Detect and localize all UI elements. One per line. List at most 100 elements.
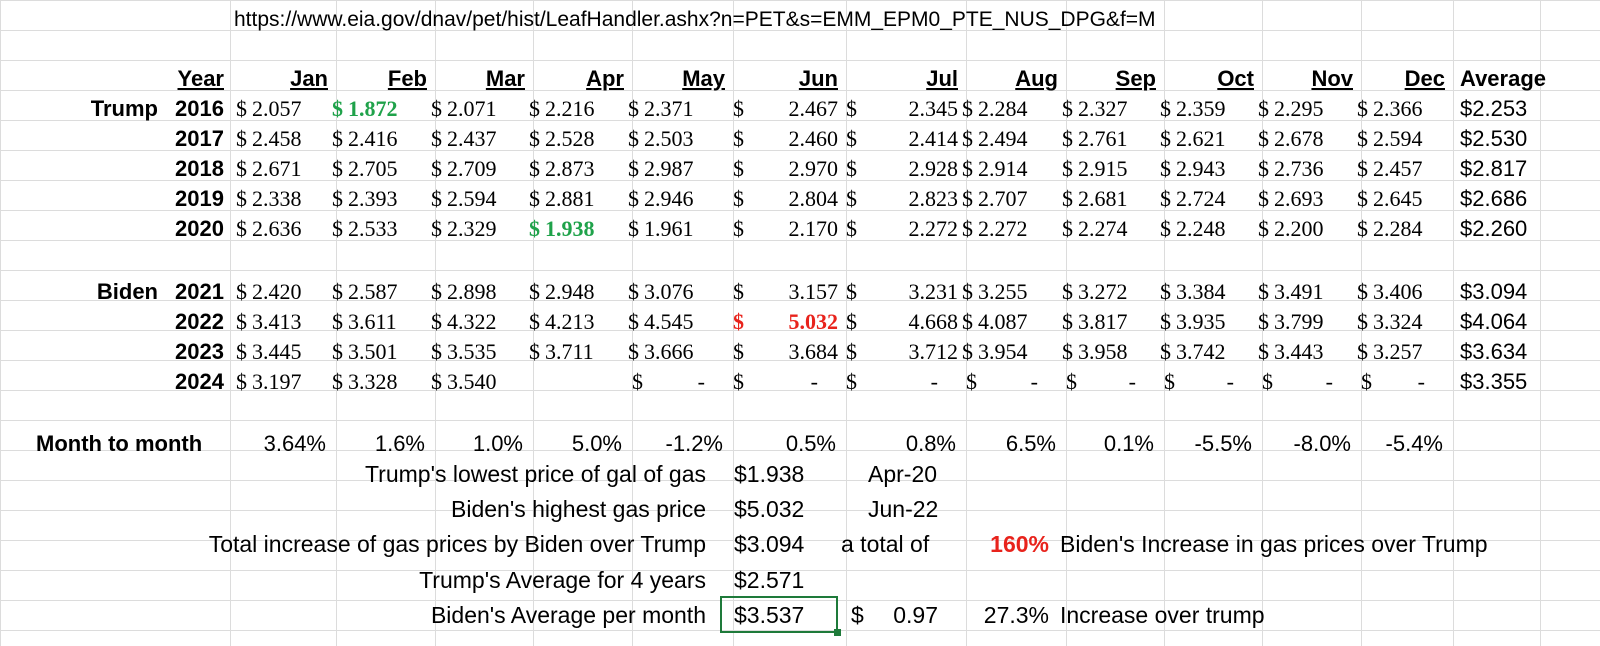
- price-cell[interactable]: [533, 367, 632, 397]
- price-cell[interactable]: $2.970: [733, 154, 846, 184]
- trump-average-value[interactable]: $2.571: [734, 567, 805, 593]
- average-header[interactable]: Average: [1460, 66, 1547, 91]
- year-cell[interactable]: 2023: [175, 339, 224, 364]
- price-cell[interactable]: $2.416: [332, 124, 435, 154]
- price-cell[interactable]: $2.804: [733, 184, 846, 214]
- price-cell[interactable]: $2.200: [1258, 214, 1361, 244]
- price-cell[interactable]: $2.873: [529, 154, 632, 184]
- price-cell[interactable]: $2.420: [236, 277, 336, 307]
- price-cell[interactable]: $2.327: [1062, 94, 1164, 124]
- difference-value[interactable]: 0.97: [893, 602, 938, 628]
- price-cell[interactable]: $2.671: [236, 154, 336, 184]
- price-cell[interactable]: $3.076: [628, 277, 733, 307]
- price-cell[interactable]: $2.707: [962, 184, 1066, 214]
- biden-average-label[interactable]: Biden's Average per month: [430, 602, 706, 628]
- year-cell[interactable]: 2021: [175, 279, 224, 304]
- price-cell[interactable]: $2.915: [1062, 154, 1164, 184]
- price-cell[interactable]: $2.414: [846, 124, 966, 154]
- total-increase-percent-label[interactable]: Biden's Increase in gas prices over Trum…: [1060, 531, 1488, 557]
- price-cell[interactable]: $2.594: [1357, 124, 1453, 154]
- price-cell[interactable]: $2.460: [733, 124, 846, 154]
- price-cell[interactable]: $1.961: [628, 214, 733, 244]
- difference-currency-symbol[interactable]: $: [851, 602, 864, 628]
- price-cell[interactable]: $2.345: [846, 94, 966, 124]
- price-cell[interactable]: $2.528: [529, 124, 632, 154]
- average-cell[interactable]: $2.260: [1460, 216, 1528, 241]
- price-cell[interactable]: $2.458: [236, 124, 336, 154]
- price-cell[interactable]: $2.693: [1258, 184, 1361, 214]
- month-header-jul[interactable]: Jul: [926, 66, 958, 91]
- price-cell[interactable]: $3.255: [962, 277, 1066, 307]
- price-cell[interactable]: $ -: [1361, 367, 1453, 397]
- price-cell[interactable]: $ -: [733, 367, 846, 397]
- price-cell[interactable]: $2.636: [236, 214, 336, 244]
- year-cell[interactable]: 2020: [175, 216, 224, 241]
- price-cell[interactable]: $3.157: [733, 277, 846, 307]
- price-cell[interactable]: $ -: [632, 367, 733, 397]
- biden-highest-value[interactable]: $5.032: [734, 496, 805, 522]
- price-cell[interactable]: $2.943: [1160, 154, 1262, 184]
- price-cell[interactable]: $2.295: [1258, 94, 1361, 124]
- price-cell[interactable]: $2.987: [628, 154, 733, 184]
- average-cell[interactable]: $3.634: [1460, 339, 1528, 364]
- price-cell[interactable]: $3.540: [431, 367, 533, 397]
- price-cell[interactable]: $2.503: [628, 124, 733, 154]
- average-cell[interactable]: $3.355: [1460, 369, 1528, 394]
- average-cell[interactable]: $2.530: [1460, 126, 1528, 151]
- month-to-month-value[interactable]: 0.1%: [1103, 431, 1154, 456]
- price-cell[interactable]: $3.666: [628, 337, 733, 367]
- source-url[interactable]: https://www.eia.gov/dnav/pet/hist/LeafHa…: [234, 8, 1156, 31]
- price-cell[interactable]: $2.057: [236, 94, 336, 124]
- trump-lowest-label[interactable]: Trump's lowest price of gal of gas: [364, 461, 706, 487]
- month-header-mar[interactable]: Mar: [485, 66, 525, 91]
- biden-highest-date[interactable]: Jun-22: [868, 496, 939, 522]
- price-cell[interactable]: $4.545: [628, 307, 733, 337]
- price-cell[interactable]: $3.954: [962, 337, 1066, 367]
- price-cell[interactable]: $2.914: [962, 154, 1066, 184]
- price-cell[interactable]: $3.611: [332, 307, 435, 337]
- price-cell[interactable]: $2.284: [962, 94, 1066, 124]
- price-cell[interactable]: $1.872: [332, 94, 435, 124]
- month-to-month-value[interactable]: 5.0%: [571, 431, 622, 456]
- price-cell[interactable]: $2.681: [1062, 184, 1164, 214]
- price-cell[interactable]: $3.413: [236, 307, 336, 337]
- month-header-nov[interactable]: Nov: [1311, 66, 1353, 91]
- price-cell[interactable]: $2.216: [529, 94, 632, 124]
- month-header-feb[interactable]: Feb: [387, 66, 427, 91]
- difference-percent[interactable]: 27.3%: [983, 602, 1049, 628]
- price-cell[interactable]: $2.371: [628, 94, 733, 124]
- price-cell[interactable]: $2.071: [431, 94, 533, 124]
- price-cell[interactable]: $3.272: [1062, 277, 1164, 307]
- price-cell[interactable]: $2.881: [529, 184, 632, 214]
- trump-average-label[interactable]: Trump's Average for 4 years: [419, 567, 706, 593]
- price-cell[interactable]: $2.284: [1357, 214, 1453, 244]
- price-cell[interactable]: $2.338: [236, 184, 336, 214]
- price-cell[interactable]: $ -: [1066, 367, 1164, 397]
- price-cell[interactable]: $2.678: [1258, 124, 1361, 154]
- price-cell[interactable]: $2.437: [431, 124, 533, 154]
- price-cell[interactable]: $3.328: [332, 367, 435, 397]
- price-cell[interactable]: $3.501: [332, 337, 435, 367]
- difference-label[interactable]: Increase over trump: [1060, 602, 1265, 628]
- price-cell[interactable]: $2.467: [733, 94, 846, 124]
- price-cell[interactable]: $2.898: [431, 277, 533, 307]
- price-cell[interactable]: $3.799: [1258, 307, 1361, 337]
- price-cell[interactable]: $2.948: [529, 277, 632, 307]
- price-cell[interactable]: $ -: [1262, 367, 1361, 397]
- price-cell[interactable]: $3.384: [1160, 277, 1262, 307]
- average-cell[interactable]: $3.094: [1460, 279, 1528, 304]
- month-header-sep[interactable]: Sep: [1115, 66, 1156, 91]
- year-cell[interactable]: 2017: [175, 126, 224, 151]
- average-cell[interactable]: $2.817: [1460, 156, 1528, 181]
- average-cell[interactable]: $2.253: [1460, 96, 1528, 121]
- total-increase-value[interactable]: $3.094: [734, 531, 805, 557]
- month-to-month-value[interactable]: 0.5%: [785, 431, 836, 456]
- price-cell[interactable]: $2.709: [431, 154, 533, 184]
- price-cell[interactable]: $3.684: [733, 337, 846, 367]
- month-header-oct[interactable]: Oct: [1217, 66, 1254, 91]
- price-cell[interactable]: $2.724: [1160, 184, 1262, 214]
- price-cell[interactable]: $2.272: [962, 214, 1066, 244]
- price-cell[interactable]: $3.817: [1062, 307, 1164, 337]
- price-cell[interactable]: $3.443: [1258, 337, 1361, 367]
- month-header-jun[interactable]: Jun: [798, 66, 838, 91]
